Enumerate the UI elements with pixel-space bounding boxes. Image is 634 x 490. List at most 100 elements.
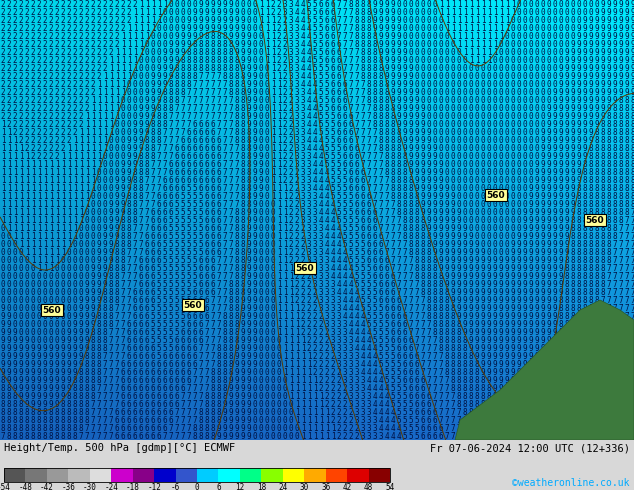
- Text: 6: 6: [210, 264, 216, 272]
- Text: 6: 6: [186, 368, 191, 376]
- Bar: [219, 468, 240, 482]
- Text: 4: 4: [373, 384, 377, 392]
- Text: 0: 0: [25, 327, 29, 337]
- Text: 9: 9: [631, 79, 634, 89]
- Text: 9: 9: [612, 24, 618, 32]
- Text: 9: 9: [127, 183, 131, 193]
- Text: 0: 0: [493, 160, 497, 169]
- Text: 8: 8: [385, 79, 389, 89]
- Text: 0: 0: [493, 168, 497, 176]
- Text: 1: 1: [283, 343, 287, 352]
- Text: 0: 0: [37, 336, 41, 344]
- Text: 8: 8: [415, 271, 419, 280]
- Text: 0: 0: [432, 55, 437, 65]
- Text: 8: 8: [631, 168, 634, 176]
- Text: 8: 8: [108, 271, 113, 280]
- Text: 6: 6: [145, 327, 150, 337]
- Text: 8: 8: [133, 183, 138, 193]
- Text: 9: 9: [600, 88, 605, 97]
- Text: 8: 8: [163, 88, 167, 97]
- Text: 1: 1: [139, 7, 143, 17]
- Text: 7: 7: [205, 351, 209, 361]
- Text: 9: 9: [619, 88, 623, 97]
- Text: 8: 8: [571, 319, 575, 328]
- Text: 0: 0: [432, 24, 437, 32]
- Text: 4: 4: [378, 368, 384, 376]
- Text: 2: 2: [49, 0, 53, 8]
- Text: 2: 2: [49, 16, 53, 24]
- Text: 8: 8: [589, 192, 593, 200]
- Text: 8: 8: [223, 351, 228, 361]
- Text: 7: 7: [607, 408, 611, 416]
- Text: 8: 8: [444, 327, 450, 337]
- Text: 9: 9: [397, 72, 401, 80]
- Text: 9: 9: [403, 79, 407, 89]
- Text: 9: 9: [61, 343, 65, 352]
- Text: 9: 9: [25, 368, 29, 376]
- Text: 8: 8: [456, 399, 462, 409]
- Text: 8: 8: [103, 336, 107, 344]
- Text: 9: 9: [120, 199, 126, 209]
- Text: 6: 6: [145, 303, 150, 313]
- Text: 2: 2: [13, 72, 17, 80]
- Text: 1: 1: [67, 207, 71, 217]
- Text: 8: 8: [565, 336, 569, 344]
- Text: 2: 2: [30, 151, 36, 161]
- Text: 7: 7: [108, 327, 113, 337]
- Text: 7: 7: [229, 127, 233, 137]
- Text: 8: 8: [415, 223, 419, 232]
- Text: 8: 8: [169, 96, 173, 104]
- Text: 0: 0: [145, 72, 150, 80]
- Text: 0: 0: [415, 72, 419, 80]
- Text: 9: 9: [451, 288, 455, 296]
- Text: 6: 6: [385, 288, 389, 296]
- Text: 6: 6: [337, 40, 341, 49]
- Text: 4: 4: [313, 168, 317, 176]
- Text: 8: 8: [427, 264, 431, 272]
- Text: 1: 1: [469, 7, 474, 17]
- Text: 6: 6: [439, 432, 443, 441]
- Text: 5: 5: [186, 240, 191, 248]
- Text: 1: 1: [55, 175, 60, 185]
- Text: 6: 6: [175, 183, 179, 193]
- Text: 6: 6: [186, 136, 191, 145]
- Text: 9: 9: [49, 375, 53, 385]
- Text: 6: 6: [366, 216, 372, 224]
- Text: 2: 2: [115, 16, 119, 24]
- Text: 3: 3: [319, 240, 323, 248]
- Text: 0: 0: [469, 216, 474, 224]
- Text: 2: 2: [319, 360, 323, 368]
- Text: 9: 9: [451, 264, 455, 272]
- Text: 5: 5: [397, 360, 401, 368]
- Text: 9: 9: [534, 240, 540, 248]
- Text: 0: 0: [511, 199, 515, 209]
- Text: 2: 2: [295, 207, 299, 217]
- Text: 9: 9: [247, 120, 251, 128]
- Text: 8: 8: [241, 96, 245, 104]
- Text: 8: 8: [397, 168, 401, 176]
- Text: 7: 7: [409, 327, 413, 337]
- Text: 9: 9: [108, 247, 113, 256]
- Text: 8: 8: [553, 416, 557, 424]
- Text: 0: 0: [49, 319, 53, 328]
- Text: 7: 7: [361, 151, 365, 161]
- Text: 8: 8: [571, 279, 575, 289]
- Text: 8: 8: [241, 127, 245, 137]
- Text: 8: 8: [409, 223, 413, 232]
- Text: 7: 7: [115, 327, 119, 337]
- Text: 7: 7: [612, 432, 618, 441]
- Text: 9: 9: [475, 312, 479, 320]
- Text: 560: 560: [586, 216, 604, 224]
- Text: 9: 9: [61, 351, 65, 361]
- Text: 0: 0: [253, 31, 257, 41]
- Text: 1: 1: [145, 16, 150, 24]
- Text: 1: 1: [55, 183, 60, 193]
- Text: 5: 5: [319, 64, 323, 73]
- Text: 0: 0: [522, 0, 527, 8]
- Text: 9: 9: [456, 288, 462, 296]
- Text: 7: 7: [223, 255, 228, 265]
- Text: 8: 8: [163, 103, 167, 113]
- Text: 1: 1: [276, 199, 281, 209]
- Text: 5: 5: [175, 271, 179, 280]
- Text: 1: 1: [288, 264, 294, 272]
